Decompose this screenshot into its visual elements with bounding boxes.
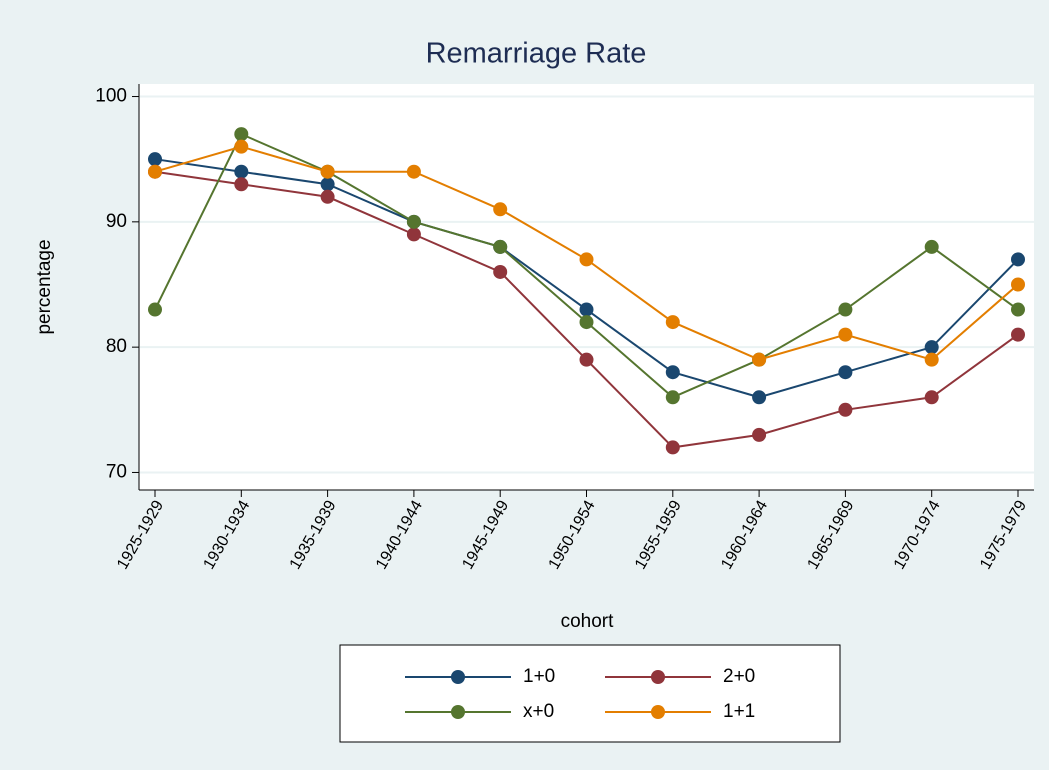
point (320, 177, 335, 192)
point (234, 127, 249, 142)
point (406, 214, 421, 229)
point (924, 390, 939, 405)
point (148, 164, 162, 179)
legend-label: x+0 (523, 701, 554, 722)
point (838, 327, 853, 342)
point (493, 202, 508, 217)
legend-label: 1+1 (723, 701, 755, 722)
point (579, 315, 594, 330)
point (665, 390, 680, 405)
plot-area (139, 84, 1034, 490)
point (1011, 277, 1025, 292)
point (234, 164, 249, 179)
point (665, 315, 680, 330)
point (665, 365, 680, 380)
y-axis-label: percentage (34, 239, 55, 334)
point (924, 340, 939, 355)
point (1011, 327, 1025, 342)
point (752, 427, 767, 442)
point (320, 164, 335, 179)
point (493, 264, 508, 279)
chart-title: Remarriage Rate (426, 38, 647, 70)
legend-marker (451, 670, 465, 684)
point (838, 402, 853, 417)
point (1011, 252, 1025, 267)
point (320, 189, 335, 204)
x-axis-label: cohort (561, 611, 615, 632)
point (924, 239, 939, 254)
point (838, 302, 853, 317)
point (234, 139, 249, 154)
legend-label: 1+0 (523, 666, 555, 687)
point (579, 252, 594, 267)
legend-marker (451, 705, 465, 719)
y-tick-label: 70 (106, 461, 127, 482)
legend-marker (651, 705, 665, 719)
point (665, 440, 680, 455)
legend-marker (651, 670, 665, 684)
point (148, 152, 162, 167)
point (148, 302, 162, 317)
point (579, 302, 594, 317)
point (234, 177, 249, 192)
legend-label: 2+0 (723, 666, 755, 687)
y-tick-label: 100 (95, 86, 127, 107)
y-tick-label: 90 (106, 211, 127, 232)
point (406, 227, 421, 242)
point (1011, 302, 1025, 317)
point (752, 352, 767, 367)
point (752, 390, 767, 405)
point (924, 352, 939, 367)
y-tick-label: 80 (106, 336, 127, 357)
point (406, 164, 421, 179)
point (493, 239, 508, 254)
point (838, 365, 853, 380)
point (579, 352, 594, 367)
legend (339, 644, 841, 743)
